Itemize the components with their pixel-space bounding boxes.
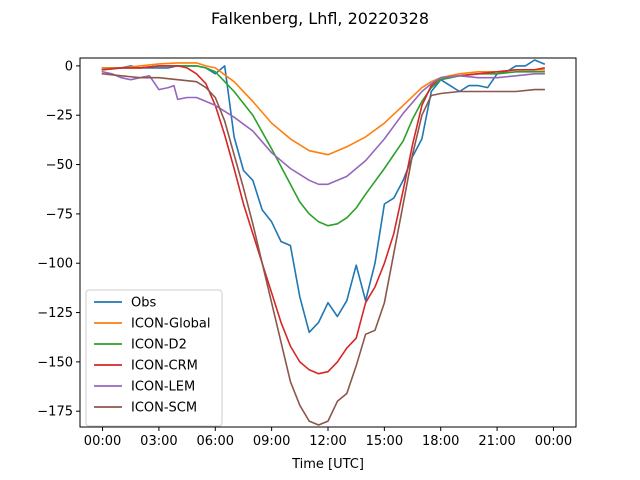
- series-line-icon-global: [101, 62, 545, 156]
- x-tick-label: 15:00: [366, 434, 403, 449]
- x-axis: 00:00 03:00 06:00 09:00 12:00 15:00 18:00 21:00…: [84, 427, 572, 449]
- y-tick-label: −175: [37, 405, 73, 420]
- y-tick-label: −75: [46, 207, 73, 222]
- legend-label: ICON-CRM: [131, 359, 198, 374]
- x-tick-label: 00:00: [84, 434, 121, 449]
- x-tick-label: 12:00: [309, 434, 346, 449]
- series-line-icon-d2: [101, 65, 545, 227]
- chart-title: Falkenberg, Lhfl, 20220328: [211, 9, 429, 28]
- legend-label: ICON-SCM: [131, 401, 197, 416]
- y-tick-label: −50: [46, 158, 73, 173]
- legend-box: [85, 289, 223, 427]
- series-line-icon-lem: [101, 70, 545, 186]
- legend-label: ICON-LEM: [131, 380, 195, 395]
- x-tick-label: 03:00: [140, 434, 177, 449]
- legend-label: ICON-D2: [131, 338, 187, 353]
- x-tick-label: 06:00: [197, 434, 234, 449]
- y-tick-label: −150: [37, 355, 73, 370]
- legend: Obs ICON-Global ICON-D2 ICON-CRM ICON-LEM ICO…: [85, 289, 223, 427]
- x-tick-label: 00:00: [535, 434, 572, 449]
- x-tick-label: 18:00: [422, 434, 459, 449]
- x-axis-label: Time [UTC]: [291, 457, 364, 472]
- y-axis: 0 −25 −50 −75 −100 −125 −150 −175: [37, 59, 80, 420]
- legend-label: Obs: [131, 296, 156, 311]
- series-layer: [101, 59, 546, 426]
- x-tick-label: 21:00: [478, 434, 515, 449]
- y-tick-label: −25: [46, 109, 73, 124]
- y-tick-label: 0: [65, 59, 73, 74]
- x-tick-label: 09:00: [253, 434, 290, 449]
- y-tick-label: −125: [37, 306, 73, 321]
- y-tick-label: −100: [37, 257, 73, 272]
- series-line-icon-scm: [101, 72, 545, 426]
- legend-label: ICON-Global: [131, 317, 211, 332]
